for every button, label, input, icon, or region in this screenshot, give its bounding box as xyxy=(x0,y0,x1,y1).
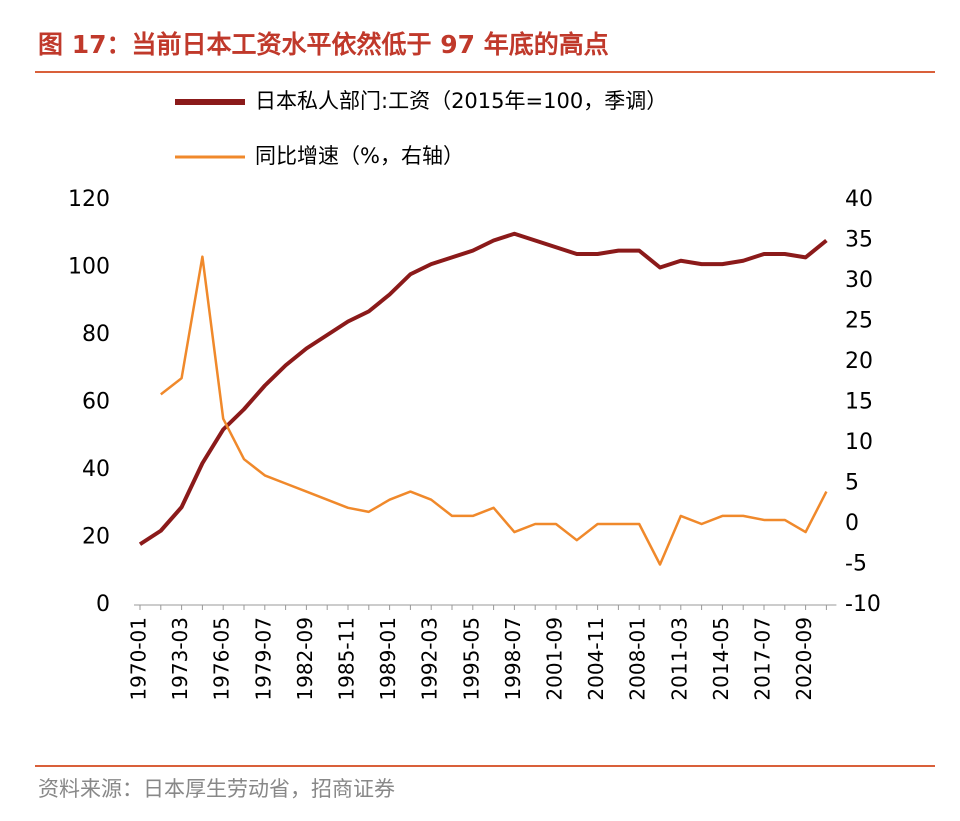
series-line xyxy=(160,255,828,566)
y2-tick-label: 35 xyxy=(845,228,873,253)
series-line xyxy=(138,231,828,546)
y2-tick-label: 5 xyxy=(845,471,859,496)
y-tick-label: 80 xyxy=(82,322,110,347)
x-tick-label: 1976-05 xyxy=(210,617,234,701)
x-tick-label: 2001-09 xyxy=(543,617,567,701)
x-tick-label: 1982-09 xyxy=(293,617,317,701)
y2-tick-label: 10 xyxy=(845,430,873,455)
y2-tick-label: 40 xyxy=(845,187,873,212)
y-tick-label: 120 xyxy=(68,187,110,212)
x-tick-label: 1992-03 xyxy=(418,617,442,701)
x-tick-label: 1995-05 xyxy=(459,617,483,701)
x-tick-label: 2020-09 xyxy=(792,617,816,701)
x-tick-label: 1998-07 xyxy=(501,617,525,701)
y2-tick-label: 20 xyxy=(845,349,873,374)
x-tick-label: 2017-07 xyxy=(751,617,775,701)
x-tick-label: 1989-01 xyxy=(376,617,400,701)
x-tick-label: 1970-01 xyxy=(127,617,151,701)
y2-tick-label: -5 xyxy=(845,552,867,577)
source-note: 资料来源：日本厚生劳动省，招商证券 xyxy=(38,777,395,801)
y-tick-label: 20 xyxy=(82,525,110,550)
y-tick-label: 100 xyxy=(68,255,110,280)
y2-tick-label: 30 xyxy=(845,268,873,293)
x-tick-label: 1985-11 xyxy=(335,617,359,701)
y2-tick-label: 25 xyxy=(845,309,873,334)
y2-tick-label: -10 xyxy=(845,592,881,617)
x-tick-label: 2014-05 xyxy=(709,617,733,701)
x-tick-label: 1979-07 xyxy=(251,617,275,701)
x-tick-label: 1973-03 xyxy=(168,617,192,701)
y2-tick-label: 15 xyxy=(845,390,873,415)
y2-tick-label: 0 xyxy=(845,511,859,536)
chart-title: 图 17：当前日本工资水平依然低于 97 年底的高点 xyxy=(38,30,609,59)
x-tick-label: 2004-11 xyxy=(584,617,608,701)
y-tick-label: 0 xyxy=(96,592,110,617)
y-tick-label: 40 xyxy=(82,457,110,482)
y-tick-label: 60 xyxy=(82,390,110,415)
x-tick-label: 2011-03 xyxy=(667,617,691,701)
legend-label: 日本私人部门:工资（2015年=100，季调） xyxy=(255,89,667,113)
legend-label: 同比增速（%，右轴） xyxy=(255,144,464,168)
x-tick-label: 2008-01 xyxy=(626,617,650,701)
